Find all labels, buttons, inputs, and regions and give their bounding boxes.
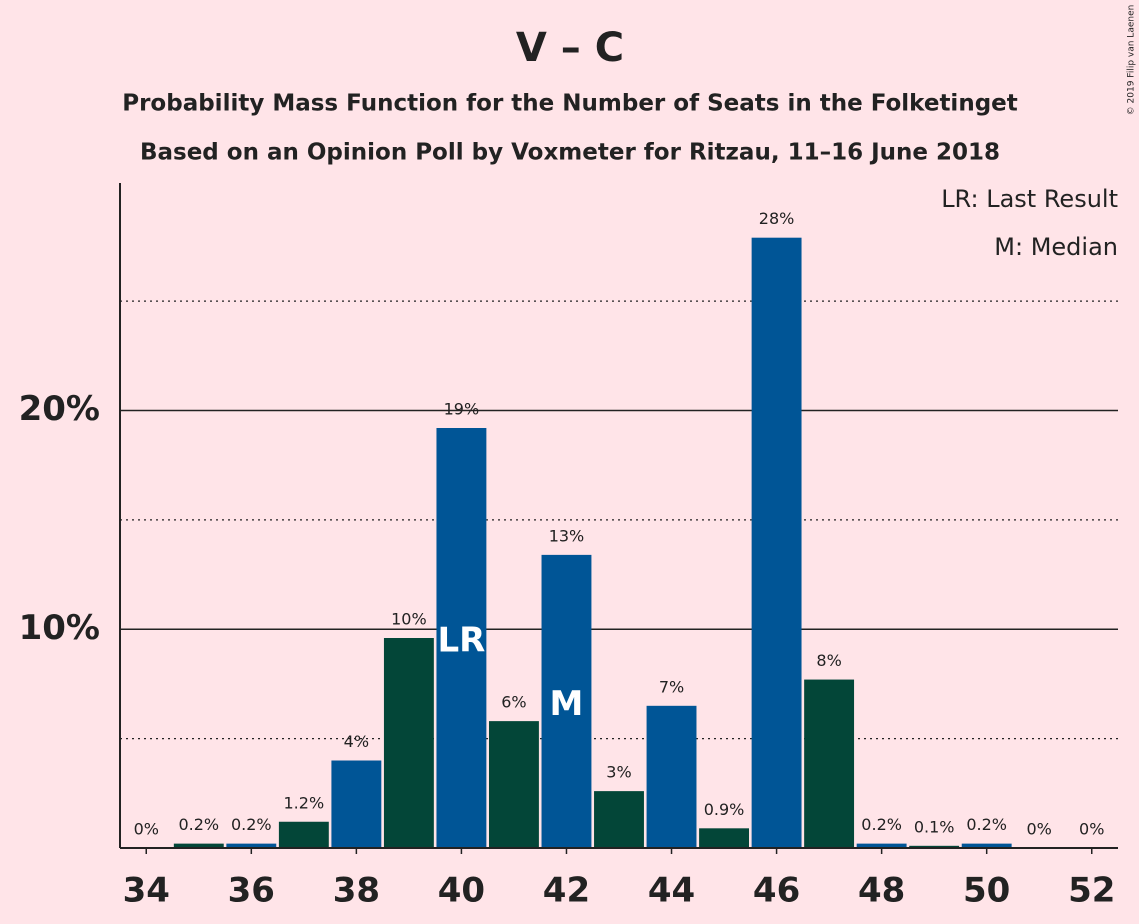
- x-tick-label: 44: [648, 871, 695, 911]
- bar: [699, 828, 750, 848]
- x-tick-label: 52: [1068, 871, 1115, 911]
- data-label: 4%: [344, 732, 369, 751]
- data-label: 0.2%: [178, 815, 219, 834]
- bar: [751, 237, 802, 848]
- data-label: 0.2%: [966, 815, 1007, 834]
- data-label: 0%: [1079, 820, 1104, 839]
- x-tick-label: 36: [228, 871, 275, 911]
- bar-annotation: M: [550, 684, 584, 724]
- bar: [173, 843, 224, 848]
- data-label: 7%: [659, 677, 684, 696]
- data-label: 1.2%: [284, 793, 325, 812]
- y-tick-label: 20%: [19, 389, 100, 429]
- legend-entry: LR: Last Result: [941, 185, 1118, 213]
- data-label: 6%: [501, 693, 526, 712]
- x-tick-label: 40: [438, 871, 485, 911]
- data-label: 28%: [759, 209, 795, 228]
- chart-subtitle: Based on an Opinion Poll by Voxmeter for…: [140, 140, 1000, 166]
- chart-subtitle: Probability Mass Function for the Number…: [122, 91, 1018, 117]
- bar: [541, 554, 592, 848]
- data-label: 0.9%: [704, 800, 745, 819]
- x-tick-label: 46: [753, 871, 800, 911]
- y-tick-label: 10%: [19, 608, 100, 648]
- data-label: 0%: [1027, 820, 1052, 839]
- data-label: 3%: [606, 763, 631, 782]
- data-label: 0.2%: [231, 815, 272, 834]
- bar: [646, 705, 697, 848]
- bar: [226, 843, 277, 848]
- data-label: 0.2%: [861, 815, 902, 834]
- bar: [383, 638, 434, 848]
- bar: [331, 760, 382, 848]
- data-label: 19%: [444, 400, 480, 419]
- data-label: 13%: [549, 526, 585, 545]
- bar: [961, 843, 1012, 848]
- bar-annotation: LR: [437, 621, 485, 661]
- chart-title: V – C: [516, 25, 624, 71]
- bar: [436, 428, 487, 848]
- bar: [856, 843, 907, 848]
- x-tick-label: 38: [333, 871, 380, 911]
- bar: [909, 845, 960, 848]
- legend-entry: M: Median: [994, 233, 1118, 261]
- copyright: © 2019 Filip van Laenen: [1127, 5, 1137, 116]
- bar: [488, 721, 539, 848]
- data-label: 10%: [391, 610, 427, 629]
- x-tick-label: 42: [543, 871, 590, 911]
- data-label: 0%: [134, 820, 159, 839]
- data-label: 8%: [816, 651, 841, 670]
- data-label: 0.1%: [914, 817, 955, 836]
- bar: [594, 791, 644, 848]
- bar: [278, 821, 329, 848]
- bar: [804, 679, 855, 848]
- x-tick-label: 48: [858, 871, 905, 911]
- x-tick-label: 50: [963, 871, 1010, 911]
- x-tick-label: 34: [123, 871, 170, 911]
